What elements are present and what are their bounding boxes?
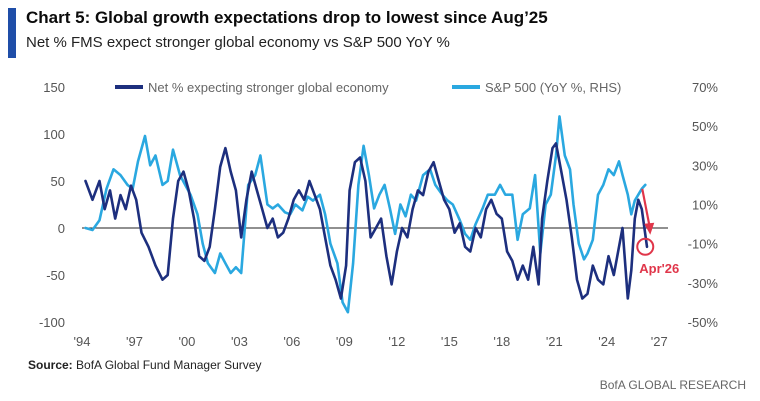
annotation-arrow-head xyxy=(644,222,655,235)
legend-layer: Net % expecting stronger global economy S… xyxy=(115,80,621,95)
legend-label: S&P 500 (YoY %, RHS) xyxy=(485,80,621,95)
x-tick-label: '12 xyxy=(388,334,405,349)
x-tick-label: '97 xyxy=(126,334,143,349)
x-tick-label: '03 xyxy=(231,334,248,349)
tick-layer: 150 100 50 0 -50 -100 70% 50% 30% 10% -10% -30% -50%… xyxy=(39,80,718,349)
y-left-tick-label: -50 xyxy=(46,268,65,283)
y-right-tick-label: 70% xyxy=(692,80,718,95)
brand-label: BofA GLOBAL RESEARCH xyxy=(599,378,746,392)
x-tick-label: '15 xyxy=(441,334,458,349)
chart-subtitle: Net % FMS expect stronger global economy… xyxy=(26,34,450,51)
y-left-tick-label: 150 xyxy=(43,80,65,95)
y-right-tick-label: 30% xyxy=(692,158,718,173)
title-accent-bar xyxy=(8,8,16,58)
x-tick-label: '00 xyxy=(178,334,195,349)
x-tick-label: '18 xyxy=(493,334,510,349)
y-left-tick-label: 50 xyxy=(51,174,65,189)
y-right-tick-label: -10% xyxy=(688,237,719,252)
x-tick-label: '09 xyxy=(336,334,353,349)
source-label: Source: xyxy=(28,358,73,372)
series-layer xyxy=(84,115,649,314)
y-right-tick-label: -30% xyxy=(688,276,719,291)
legend-label: Net % expecting stronger global economy xyxy=(148,80,389,95)
y-left-tick-label: -100 xyxy=(39,315,65,330)
annotation-circle xyxy=(636,237,655,256)
chart-title: Chart 5: Global growth expectations drop… xyxy=(26,8,548,27)
series-line-net-expecting-stronger xyxy=(84,142,649,300)
y-left-tick-label: 100 xyxy=(43,127,65,142)
series-line-sp500-yoy xyxy=(84,115,647,314)
x-tick-label: '21 xyxy=(546,334,563,349)
x-tick-label: '24 xyxy=(598,334,615,349)
source-note: Source: BofA Global Fund Manager Survey xyxy=(28,358,261,372)
x-tick-label: '06 xyxy=(283,334,300,349)
y-right-tick-label: -50% xyxy=(688,315,719,330)
x-tick-label: '27 xyxy=(651,334,668,349)
y-left-tick-label: 0 xyxy=(58,221,65,236)
annotation-arrow-shaft xyxy=(641,188,651,226)
annotation-label: Apr'26 xyxy=(639,261,679,276)
y-right-tick-label: 10% xyxy=(692,198,718,213)
source-text: BofA Global Fund Manager Survey xyxy=(72,358,262,372)
y-right-tick-label: 50% xyxy=(692,119,718,134)
x-tick-label: '94 xyxy=(74,334,91,349)
annotation-layer: Apr'26 xyxy=(636,188,679,276)
